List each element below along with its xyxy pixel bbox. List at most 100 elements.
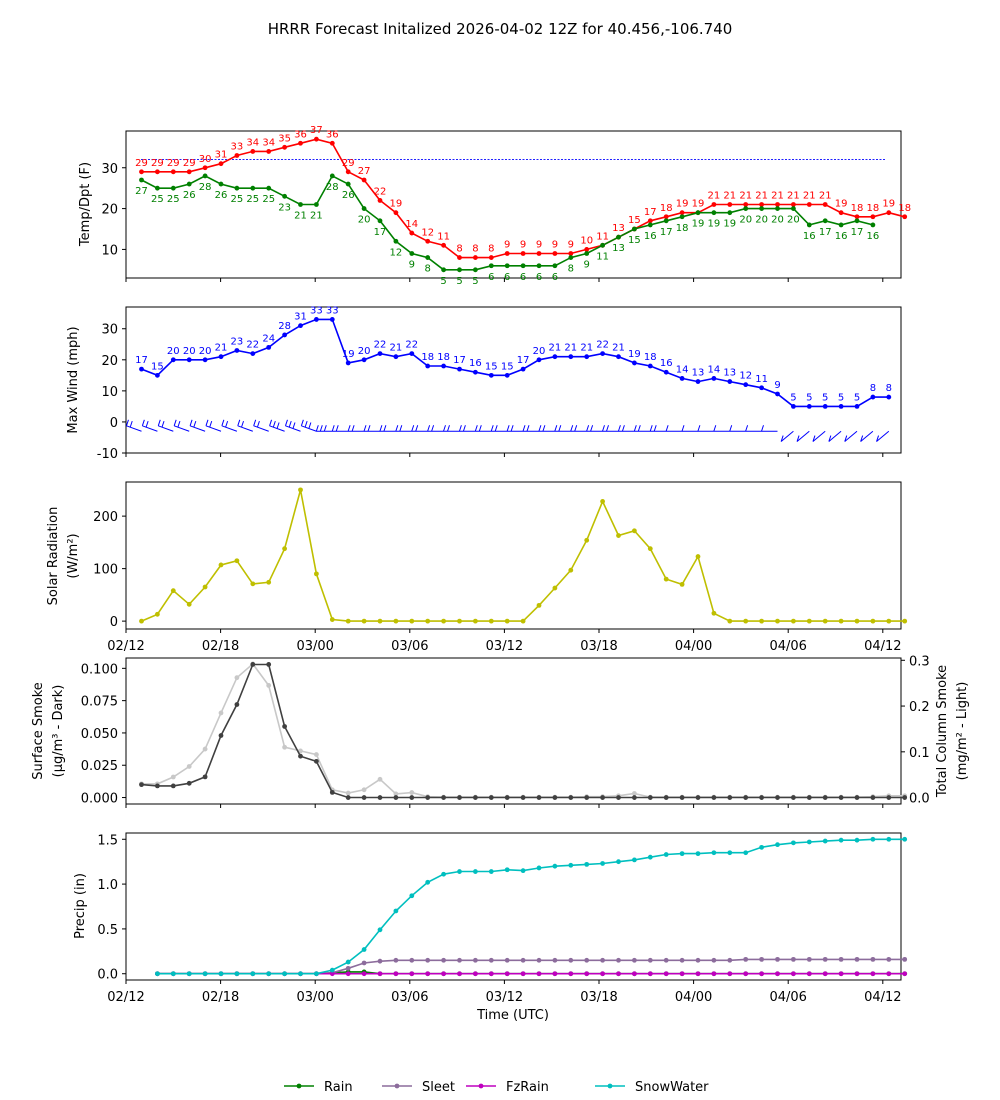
snowwater-point	[250, 971, 256, 977]
wind-data-label: 5	[854, 392, 860, 403]
temp-data-label: 21	[787, 191, 800, 202]
solar-point	[250, 581, 256, 587]
solar-point	[409, 618, 415, 624]
wind-barb-flag	[367, 425, 371, 432]
smoke-surface-point	[822, 795, 828, 800]
temp-data-label: 36	[326, 129, 339, 140]
temp-point	[139, 169, 144, 175]
temp-data-label: 9	[520, 240, 526, 251]
temp-point	[266, 149, 272, 154]
wind-barb-flag	[876, 435, 880, 442]
dewpoint-point	[552, 263, 558, 269]
wind-data-label: 16	[660, 358, 673, 369]
wind-barb-flag	[189, 419, 193, 426]
wind-axes-frame	[125, 306, 902, 454]
dewpoint-data-label: 8	[568, 264, 574, 275]
smoke-surface-point	[584, 795, 590, 800]
dewpoint-data-label: 17	[819, 227, 832, 238]
legend-swatch-marker	[478, 1083, 484, 1089]
solar-point	[616, 533, 621, 538]
snowwater-point	[345, 959, 351, 965]
dewpoint-point	[616, 234, 621, 240]
solar-point	[647, 546, 653, 552]
temp-data-label: 21	[819, 191, 832, 202]
y-tick-label: -10	[97, 447, 118, 462]
wind-point	[393, 354, 399, 360]
smoke-plot-area	[139, 661, 908, 800]
snowwater-point	[600, 861, 605, 866]
temp-data-label: 29	[135, 158, 148, 169]
wind-point	[329, 317, 335, 322]
wind-barb-flag	[221, 419, 225, 426]
solar-point	[584, 537, 590, 543]
legend-swatch-marker	[296, 1083, 302, 1089]
temp-ylabel: Temp/Dpt (F)	[78, 162, 93, 247]
wind-barb-flag	[335, 425, 339, 432]
solar-point	[759, 618, 764, 624]
temp-point	[822, 202, 828, 207]
temp-data-label: 17	[644, 207, 657, 218]
x-tick-label: 04/00	[675, 990, 712, 1005]
wind-barb	[237, 425, 253, 432]
snowwater-point	[329, 967, 335, 973]
fzrain-point	[616, 971, 621, 977]
snowwater-point	[266, 971, 272, 977]
dewpoint-data-label: 13	[612, 243, 625, 254]
temp-data-label: 34	[262, 137, 275, 148]
dewpoint-point	[298, 202, 303, 207]
solar-point	[806, 618, 812, 624]
temp-point	[488, 255, 494, 260]
wind-barb-flag	[443, 425, 446, 432]
dewpoint-data-label: 9	[584, 260, 590, 271]
solar-point	[488, 618, 494, 624]
temp-data-label: 31	[215, 150, 228, 161]
wind-point	[314, 317, 319, 322]
wind-barb-flag	[506, 425, 510, 432]
fzrain-point	[568, 971, 574, 977]
wind-barb-flag	[828, 435, 832, 442]
snowwater-point	[536, 865, 542, 871]
dewpoint-data-label: 25	[231, 194, 244, 205]
wind-barb-flag	[173, 419, 177, 426]
fzrain-point	[775, 971, 780, 977]
snowwater-point	[854, 837, 860, 843]
dewpoint-data-label: 20	[755, 215, 768, 226]
sleet-point	[822, 956, 828, 962]
dewpoint-data-label: 25	[151, 194, 164, 205]
wind-data-label: 16	[469, 358, 482, 369]
wind-data-label: 22	[246, 340, 259, 351]
wind-data-label: 22	[405, 340, 418, 351]
wind-barb-flag	[558, 425, 562, 432]
wind-point	[457, 366, 462, 372]
temp-point	[234, 153, 240, 158]
wind-point	[202, 357, 208, 363]
smoke-surface-point	[647, 795, 653, 800]
solar-point	[139, 618, 144, 624]
wind-barb-flag	[288, 420, 292, 428]
temp-point	[409, 230, 415, 236]
dewpoint-data-label: 28	[199, 182, 212, 193]
dewpoint-data-label: 19	[723, 219, 736, 230]
dewpoint-data-label: 11	[596, 251, 609, 262]
smoke-surface-point	[266, 662, 272, 667]
shared-x-tick-marks	[125, 278, 884, 808]
temp-data-label: 8	[456, 244, 462, 255]
x-tick-label: 03/00	[296, 639, 333, 654]
sleet-point	[345, 965, 351, 971]
temp-data-label: 11	[437, 231, 450, 242]
y-tick-label: 10	[101, 385, 118, 400]
wind-data-label: 21	[390, 343, 403, 354]
wind-barb-flag	[304, 420, 308, 428]
temp-data-label: 30	[199, 154, 212, 165]
wind-barb-flag	[761, 425, 764, 432]
dewpoint-point	[584, 251, 590, 256]
wind-point	[584, 354, 590, 360]
wind-barb	[844, 430, 858, 442]
solar-point	[425, 618, 431, 624]
wind-barb-flag	[177, 420, 181, 428]
wind-data-label: 14	[708, 364, 721, 375]
legend-swatch-marker	[607, 1083, 613, 1089]
temp-data-label: 11	[596, 231, 609, 242]
temp-point	[425, 238, 431, 244]
snowwater-point	[616, 859, 621, 865]
